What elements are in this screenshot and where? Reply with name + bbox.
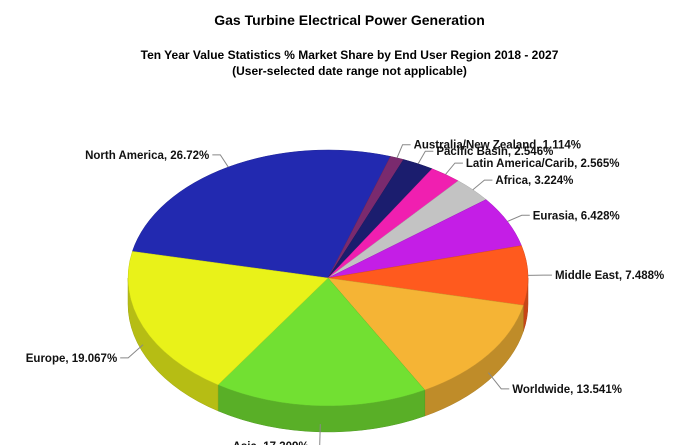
leader-line-africa [472, 179, 493, 191]
slice-label-north-america: North America, 26.72% [85, 150, 209, 162]
slice-labels: North America, 26.72% Australia/New Zeala… [26, 140, 664, 445]
slice-label-australia-new-zealand: Australia/New Zealand, 1.114% [414, 140, 581, 152]
chart-note: (User-selected date range not applicable… [232, 64, 467, 78]
leader-line-australia-new-zealand [396, 144, 411, 159]
leader-line-north-america [212, 154, 229, 168]
chart-subtitle: Ten Year Value Statistics % Market Share… [140, 48, 559, 62]
leader-line-asia [319, 424, 321, 445]
pie-sides [127, 277, 529, 433]
leader-line-pacific-basin [417, 150, 434, 164]
slice-label-pacific-basin: Pacific Basin, 2.546% [436, 146, 553, 158]
chart-subtitle-block: Ten Year Value Statistics % Market Share… [0, 47, 699, 79]
leader-line-latin-america-carib [445, 162, 463, 175]
chart-title: Gas Turbine Electrical Power Generation [214, 12, 485, 28]
slice-label-middle-east: Middle East, 7.488% [555, 270, 664, 282]
pie-top-slices [127, 149, 529, 407]
slice-label-africa: Africa, 3.224% [495, 175, 573, 187]
leader-line-europe [120, 344, 144, 359]
slice-label-asia: Asia, 17.309% [233, 441, 309, 445]
slice-asia [217, 277, 426, 407]
leader-line-eurasia [507, 214, 530, 222]
slice-label-worldwide: Worldwide, 13.541% [512, 384, 622, 396]
slice-europe [127, 251, 329, 386]
slice-label-eurasia: Eurasia, 6.428% [533, 210, 620, 222]
slice-worldwide [327, 277, 524, 391]
label-leader-lines [120, 144, 552, 445]
slice-label-latin-america-carib: Latin America/Carib, 2.565% [466, 158, 620, 170]
slice-label-europe: Europe, 19.067% [26, 353, 117, 365]
slice-north-america [132, 149, 391, 279]
leader-line-worldwide [488, 372, 510, 390]
